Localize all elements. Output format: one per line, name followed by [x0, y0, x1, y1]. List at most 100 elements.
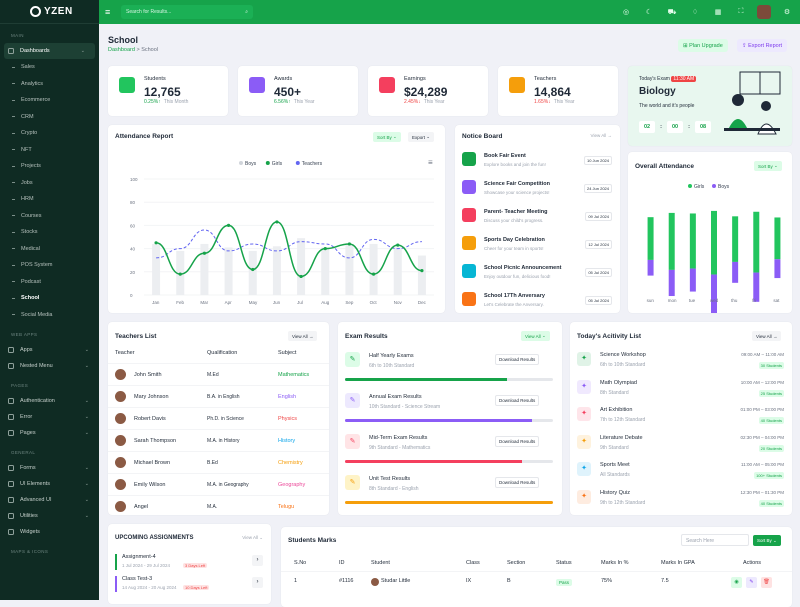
cart-icon[interactable]: ⛟: [667, 8, 677, 16]
assign-open-button[interactable]: ›: [252, 555, 263, 566]
table-row[interactable]: Sarah Thompson M.A. in History History: [108, 429, 329, 451]
sidebar-subitem-stocks[interactable]: Stocks: [0, 224, 99, 241]
overall-sort-button[interactable]: Sort By ⌄: [754, 161, 782, 171]
attendance-report-card: Attendance Report Sort By ⌄ Export ⌄ Boy…: [108, 125, 445, 313]
delete-icon[interactable]: 🗑: [761, 577, 772, 588]
assign-open-button[interactable]: ›: [252, 577, 263, 588]
x-tick: Aug: [321, 300, 330, 305]
sort-by-button[interactable]: Sort By ⌄: [373, 132, 401, 142]
table-row[interactable]: 1 #1116 Studar Little IX B Pass 75% 7.5 ◉ ✎ 🗑: [281, 571, 792, 593]
marks-search-input[interactable]: Search Here: [681, 534, 749, 546]
sidebar-item-auth[interactable]: Authentication ⌄: [0, 393, 99, 409]
notice-title-text[interactable]: Parent- Teacher Meeting: [484, 209, 548, 215]
marks-sort-button[interactable]: Sort By ⌄: [753, 535, 781, 546]
activity-view-all[interactable]: View All →: [752, 331, 782, 341]
teachers-view-all[interactable]: View All →: [288, 331, 318, 341]
teachers-col-header: Qualification: [207, 350, 238, 356]
girls-point: [226, 223, 231, 227]
sidebar-subitem-courses[interactable]: Courses: [0, 208, 99, 225]
sidebar-subitem-nft[interactable]: NFT: [0, 142, 99, 159]
assignments-card: UPCOMING ASSIGNMENTS View All ⌄ Assignme…: [108, 524, 271, 604]
table-row[interactable]: John Smith M.Ed Mathematics: [108, 363, 329, 385]
boys-bar: [417, 255, 426, 295]
brand-logo[interactable]: YZEN: [0, 0, 99, 24]
result-icon: ✎: [345, 475, 360, 490]
sidebar-subitem-medical[interactable]: Medical: [0, 241, 99, 258]
notice-title-text[interactable]: Sports Day Celebration: [484, 237, 545, 243]
download-results-button[interactable]: Download Results: [495, 354, 540, 365]
legend-swatch: [295, 161, 300, 165]
sidebar-item-apps[interactable]: Apps ⌄: [0, 342, 99, 358]
sidebar-subitem-school[interactable]: School: [0, 290, 99, 307]
download-results-button[interactable]: Download Results: [495, 436, 540, 447]
activity-count-badge: 25 Students: [758, 389, 784, 397]
notice-title-text[interactable]: School Picnic Announcement: [484, 265, 562, 271]
notice-date: 05 Jul 2024: [585, 296, 612, 305]
sidebar-section-general: GENERAL: [11, 450, 36, 455]
table-row[interactable]: Mary Johnson B.A. in English English: [108, 385, 329, 407]
edit-icon[interactable]: ✎: [746, 577, 757, 588]
sidebar-item-utilities[interactable]: Utilities ⌄: [0, 508, 99, 524]
moon-icon[interactable]: ☾: [645, 9, 653, 16]
teachers-col-header: Subject: [278, 350, 297, 356]
stat-change: 2.45%↓ This Year: [404, 99, 445, 105]
notice-view-all[interactable]: View All →: [590, 133, 612, 138]
sidebar-subitem-analytics[interactable]: Analytics: [0, 76, 99, 93]
table-row[interactable]: Emily Wilson M.A. in Geography Geography: [108, 473, 329, 495]
sidebar-item-pages[interactable]: Pages ⌄: [0, 425, 99, 441]
sidebar-item-ui[interactable]: UI Elements ⌄: [0, 476, 99, 492]
chevron-down-icon: ⌄: [84, 465, 89, 471]
sidebar-subitem-ecommerce[interactable]: Ecommerce: [0, 92, 99, 109]
sidebar-item-error[interactable]: Error ⌄: [0, 409, 99, 425]
notice-title-text[interactable]: Book Fair Event: [484, 153, 526, 159]
plan-upgrade-button[interactable]: ⊞ Plan Upgrade: [678, 39, 728, 52]
fullscreen-icon[interactable]: ⛶: [738, 8, 744, 15]
table-row[interactable]: Angel M.A. Telugu: [108, 495, 329, 517]
sidebar-subitem-hrm[interactable]: HRM: [0, 191, 99, 208]
sidebar-subitem-social-media[interactable]: Social Media: [0, 307, 99, 324]
sidebar-subitem-pos-system[interactable]: POS System: [0, 257, 99, 274]
sidebar-subitem-sales[interactable]: Sales: [0, 59, 99, 76]
language-icon[interactable]: ◎: [622, 9, 630, 16]
export-report-button[interactable]: ⇪ Export Report: [737, 39, 788, 52]
sidebar-item-nested[interactable]: Nested Menu ⌄: [0, 358, 99, 374]
notice-icon: [462, 180, 476, 194]
table-row[interactable]: Robert Davis Ph.D. in Science Physics: [108, 407, 329, 429]
settings-icon[interactable]: ⚙: [783, 9, 791, 16]
download-results-button[interactable]: Download Results: [495, 395, 540, 406]
menu-icon[interactable]: ≡: [105, 7, 111, 17]
avatar[interactable]: [757, 5, 771, 19]
view-icon[interactable]: ◉: [731, 577, 742, 588]
sidebar-subitem-jobs[interactable]: Jobs: [0, 175, 99, 192]
sidebar-item-advui[interactable]: Advanced UI ⌄: [0, 492, 99, 508]
download-results-button[interactable]: Download Results: [495, 477, 540, 488]
chevron-down-icon: ⌄: [84, 513, 89, 519]
assign-view-all[interactable]: View All ⌄: [242, 535, 263, 540]
notice-title-text[interactable]: Science Fair Competition: [484, 181, 551, 187]
sidebar-item-forms[interactable]: Forms ⌄: [0, 460, 99, 476]
sidebar-subitem-podcast[interactable]: Podcast: [0, 274, 99, 291]
search-icon: ⌕: [245, 9, 248, 15]
assign-marker: [115, 554, 117, 570]
activity-time: 11:00 AM – 05:00 PM: [741, 462, 784, 467]
teacher-subject: Physics: [278, 416, 297, 422]
notice-title-text[interactable]: School 17Th Anversary: [484, 293, 545, 299]
chart-menu-icon[interactable]: ≡: [428, 158, 433, 167]
exam-countdown: 02: 00: 08: [639, 121, 712, 133]
bell-icon[interactable]: ♢: [691, 9, 699, 16]
sidebar-subitem-crm[interactable]: CRM: [0, 109, 99, 126]
activity-icon: ✦: [577, 462, 591, 476]
table-row[interactable]: Michael Brown B.Ed Chemistry: [108, 451, 329, 473]
exam-results-card: Exam Results View All ⌄ ✎ Half Yearly Exa…: [338, 322, 562, 515]
search-input[interactable]: Search for Results... ⌕: [121, 5, 253, 19]
result-icon: ✎: [345, 352, 360, 367]
sidebar-item-widgets[interactable]: Widgets: [0, 524, 99, 540]
breadcrumb-root[interactable]: Dashboard: [108, 47, 135, 53]
sidebar-item-dashboards[interactable]: Dashboards ⌄: [4, 43, 95, 59]
sidebar-subitem-crypto[interactable]: Crypto: [0, 125, 99, 142]
results-view-all[interactable]: View All ⌄: [521, 331, 550, 341]
sidebar-subitem-projects[interactable]: Projects: [0, 158, 99, 175]
girls-bar: [753, 211, 760, 273]
export-button[interactable]: Export ⌄: [408, 132, 435, 142]
apps-grid-icon[interactable]: ▦: [714, 9, 722, 16]
